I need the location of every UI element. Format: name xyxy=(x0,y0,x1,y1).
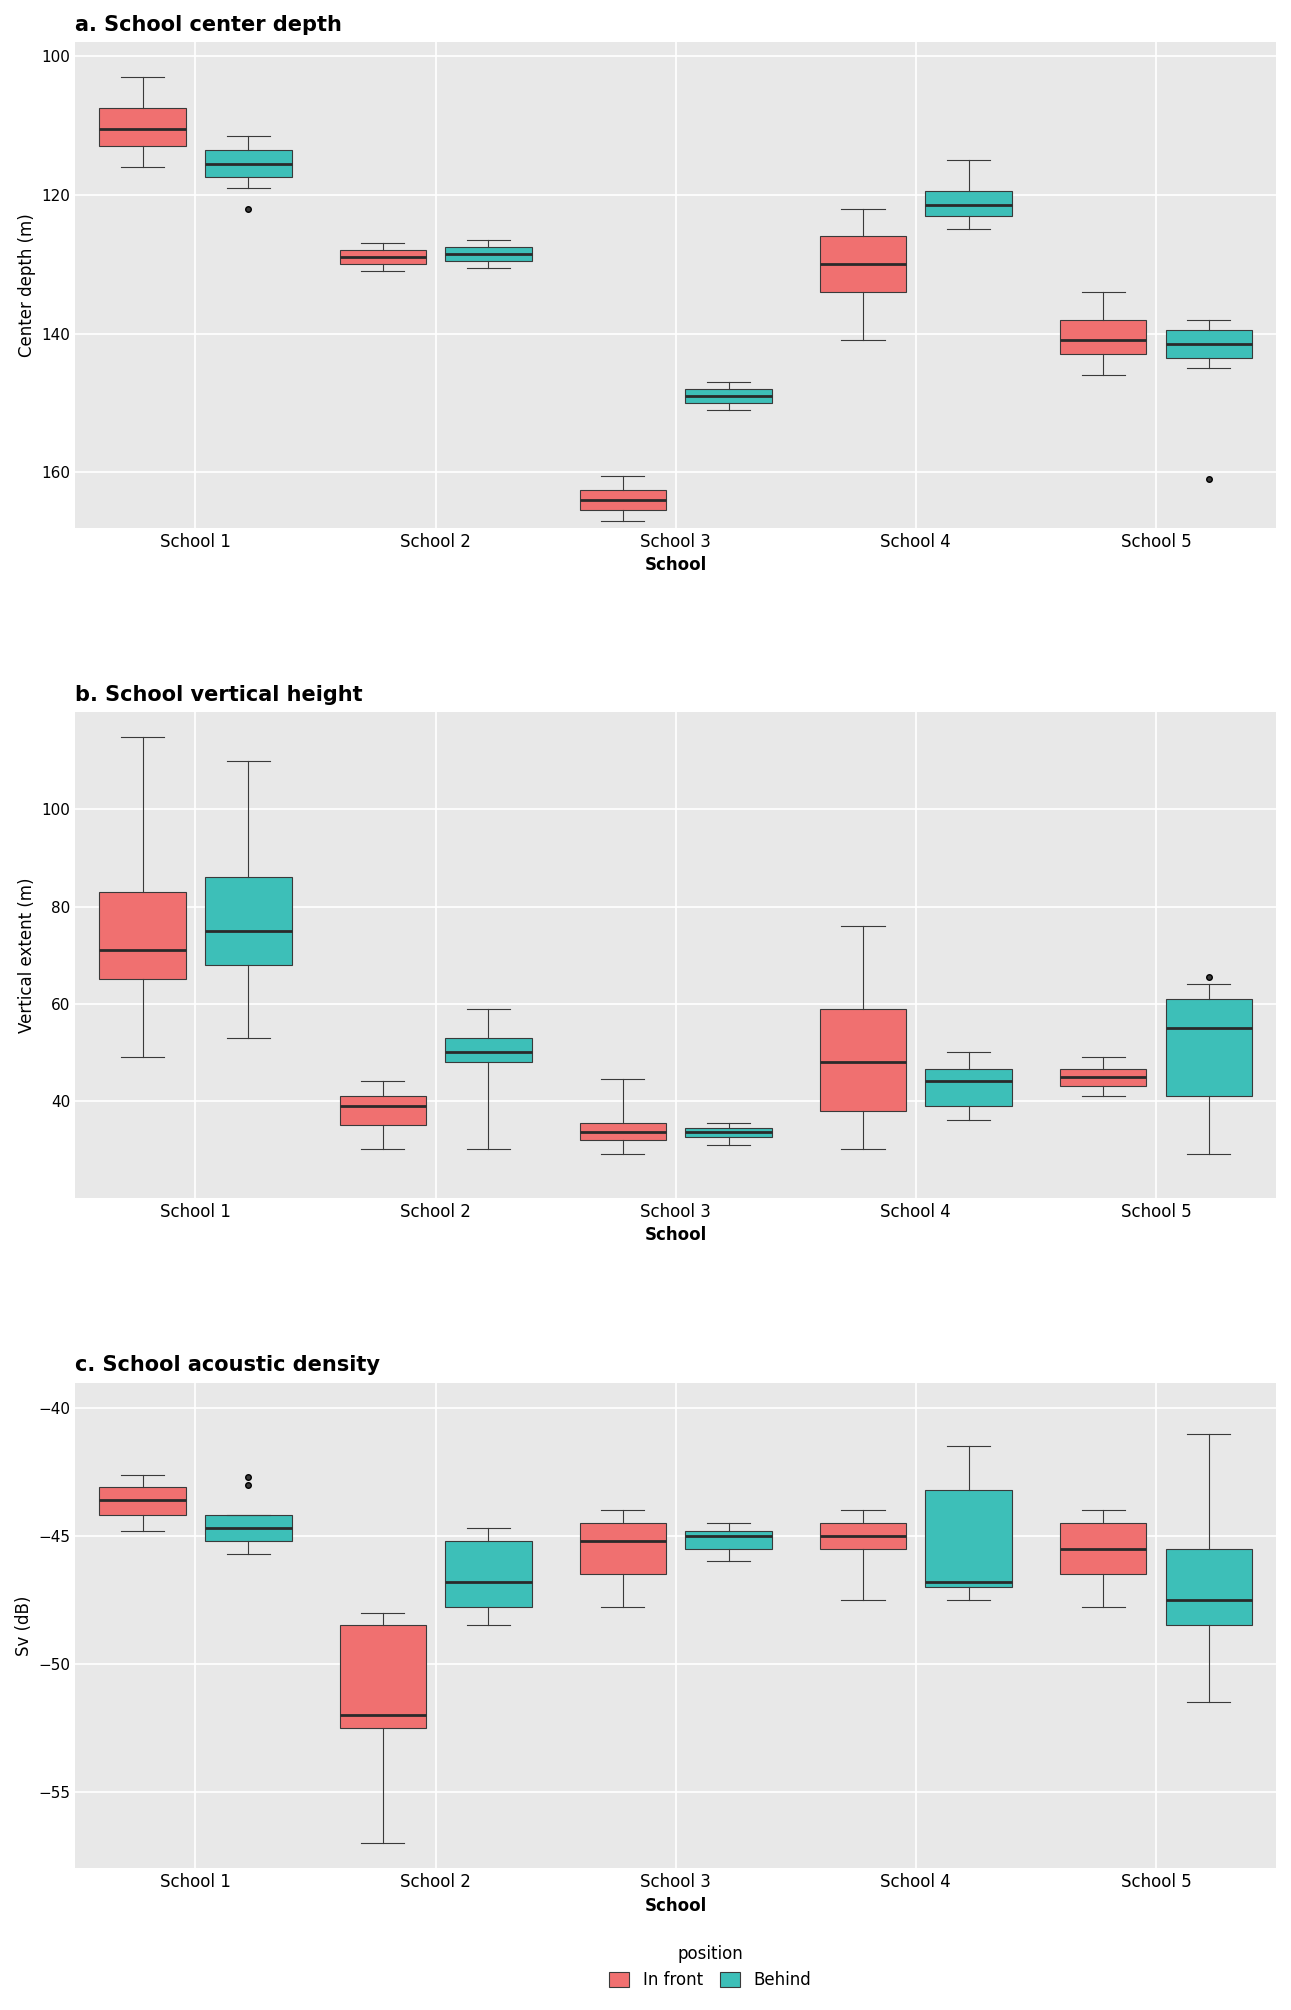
Text: c. School acoustic density: c. School acoustic density xyxy=(75,1355,381,1375)
PathPatch shape xyxy=(686,390,772,402)
PathPatch shape xyxy=(686,1128,772,1138)
PathPatch shape xyxy=(205,149,292,177)
PathPatch shape xyxy=(99,1487,186,1516)
Y-axis label: Center depth (m): Center depth (m) xyxy=(18,213,36,358)
Y-axis label: Vertical extent (m): Vertical extent (m) xyxy=(18,878,36,1033)
X-axis label: School: School xyxy=(644,557,707,575)
X-axis label: School: School xyxy=(644,1226,707,1244)
PathPatch shape xyxy=(926,191,1012,215)
PathPatch shape xyxy=(445,1542,532,1608)
PathPatch shape xyxy=(1060,1524,1146,1574)
PathPatch shape xyxy=(926,1489,1012,1588)
Text: a. School center depth: a. School center depth xyxy=(75,14,342,34)
PathPatch shape xyxy=(1166,330,1252,358)
PathPatch shape xyxy=(1166,1548,1252,1626)
PathPatch shape xyxy=(205,1516,292,1542)
PathPatch shape xyxy=(445,247,532,261)
PathPatch shape xyxy=(686,1532,772,1548)
PathPatch shape xyxy=(580,1524,666,1574)
PathPatch shape xyxy=(99,892,186,979)
Legend: In front, Behind: In front, Behind xyxy=(603,1938,817,1996)
PathPatch shape xyxy=(340,251,426,263)
PathPatch shape xyxy=(99,109,186,147)
Text: b. School vertical height: b. School vertical height xyxy=(75,685,363,706)
PathPatch shape xyxy=(820,237,906,291)
X-axis label: School: School xyxy=(644,1897,707,1916)
Y-axis label: Sv (dB): Sv (dB) xyxy=(15,1596,34,1656)
PathPatch shape xyxy=(205,878,292,965)
PathPatch shape xyxy=(926,1069,1012,1106)
PathPatch shape xyxy=(1060,320,1146,354)
PathPatch shape xyxy=(580,1124,666,1140)
PathPatch shape xyxy=(820,1009,906,1112)
PathPatch shape xyxy=(1060,1069,1146,1085)
PathPatch shape xyxy=(445,1037,532,1061)
PathPatch shape xyxy=(340,1626,426,1729)
PathPatch shape xyxy=(1166,999,1252,1095)
PathPatch shape xyxy=(580,490,666,511)
PathPatch shape xyxy=(340,1095,426,1126)
PathPatch shape xyxy=(820,1524,906,1548)
